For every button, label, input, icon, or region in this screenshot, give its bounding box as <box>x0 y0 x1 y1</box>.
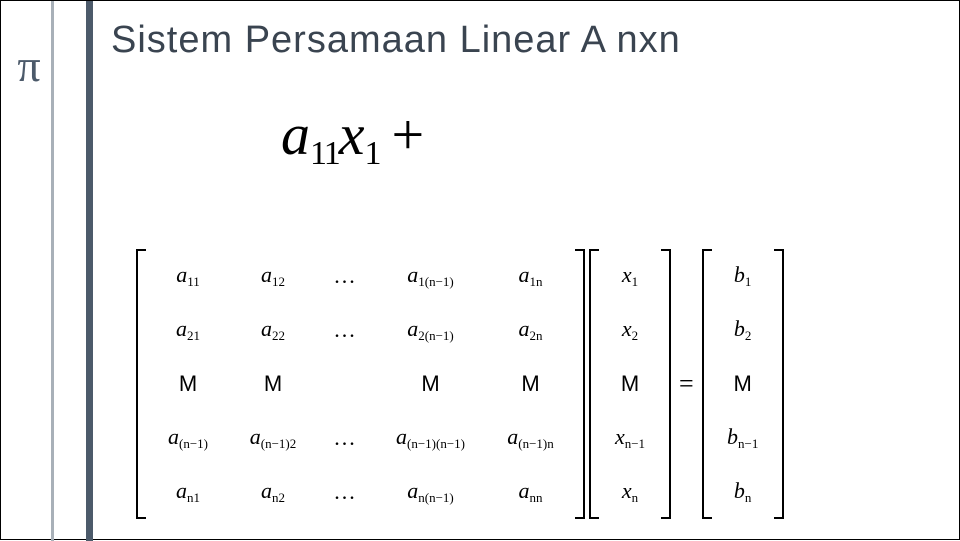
matrix-A: a11 a12 ... a1(n−1) a1n a21 a22 ... a2(n… <box>148 249 573 519</box>
b2-a: b <box>734 316 745 341</box>
b1-a: b <box>734 262 745 287</box>
A-1n-a: a <box>519 262 530 287</box>
A-n1n-a: a <box>507 424 518 449</box>
A-1-dots: ... <box>318 263 373 289</box>
vector-b: b1 b2 M bn−1 bn <box>714 249 772 519</box>
A-2n-a: a <box>519 316 530 341</box>
b2-s: 2 <box>745 328 752 343</box>
xn1-a: x <box>615 424 625 449</box>
A-n1-dots: ... <box>318 425 373 451</box>
A-nn2-a: a <box>261 478 272 503</box>
A-M4: M <box>488 371 573 397</box>
eq-x: x <box>339 102 365 167</box>
A-nn1b-a: a <box>407 478 418 503</box>
A-2n1-a: a <box>407 316 418 341</box>
A-M3: M <box>373 371 488 397</box>
A-n11-s: (n−1) <box>179 436 208 451</box>
xn1-s: n−1 <box>625 436 645 451</box>
A-22-s: 22 <box>272 328 285 343</box>
x1-a: x <box>622 262 632 287</box>
A-1n1-a: a <box>407 262 418 287</box>
A-21-s: 21 <box>187 328 200 343</box>
x-M: M <box>601 371 659 397</box>
xn-a: x <box>622 478 632 503</box>
A-M1: M <box>148 371 228 397</box>
equals-sign: = <box>679 369 694 399</box>
slide-title: Sistem Persamaan Linear A nxn <box>111 19 681 62</box>
A-nn1-s: n1 <box>187 490 200 505</box>
A-n12-a: a <box>250 424 261 449</box>
A-22-a: a <box>261 316 272 341</box>
A-nn1b-s: n(n−1) <box>418 490 454 505</box>
xn-s: n <box>632 490 639 505</box>
A-n1n1-a: a <box>396 424 407 449</box>
eq-a-sub: 11 <box>310 135 339 172</box>
A-M2: M <box>228 371 318 397</box>
A-1n1-s: 1(n−1) <box>418 274 454 289</box>
bn1-a: b <box>727 424 738 449</box>
equation-fragment: a11x1 + <box>281 101 424 173</box>
A-nn1-a: a <box>176 478 187 503</box>
matrix-A-left-bracket <box>136 249 146 519</box>
A-n-dots: ... <box>318 479 373 505</box>
A-n1n-s: (n−1)n <box>518 436 554 451</box>
A-n12-s: (n−1)2 <box>261 436 297 451</box>
A-nn-s: nn <box>530 490 543 505</box>
sidebar: π <box>1 1 93 541</box>
A-12-a: a <box>261 262 272 287</box>
matrix-A-right-bracket <box>575 249 585 519</box>
bn1-s: n−1 <box>738 436 758 451</box>
x2-a: x <box>622 316 632 341</box>
A-11-a: a <box>176 262 187 287</box>
eq-a: a <box>281 102 310 167</box>
A-2n-s: 2n <box>530 328 543 343</box>
A-21-a: a <box>176 316 187 341</box>
vector-x-left-bracket <box>589 249 599 519</box>
bn-a: b <box>734 478 745 503</box>
x2-s: 2 <box>632 328 639 343</box>
sidebar-divider-inner <box>51 1 54 541</box>
vector-b-left-bracket <box>702 249 712 519</box>
bn-s: n <box>745 490 752 505</box>
A-12-s: 12 <box>272 274 285 289</box>
matrix-equation: a11 a12 ... a1(n−1) a1n a21 a22 ... a2(n… <box>136 249 946 519</box>
eq-x-sub: 1 <box>365 135 380 172</box>
A-n1n1-s: (n−1)(n−1) <box>407 436 465 451</box>
A-2-dots: ... <box>318 317 373 343</box>
A-nn2-s: n2 <box>272 490 285 505</box>
b-M: M <box>714 371 772 397</box>
A-11-s: 11 <box>187 274 200 289</box>
b1-s: 1 <box>745 274 752 289</box>
A-1n-s: 1n <box>530 274 543 289</box>
vector-x: x1 x2 M xn−1 xn <box>601 249 659 519</box>
A-nn-a: a <box>519 478 530 503</box>
vector-x-right-bracket <box>661 249 671 519</box>
A-2n1-s: 2(n−1) <box>418 328 454 343</box>
vector-b-right-bracket <box>774 249 784 519</box>
pi-icon: π <box>9 43 49 91</box>
sidebar-divider-outer <box>86 1 93 541</box>
A-n11-a: a <box>168 424 179 449</box>
x1-s: 1 <box>632 274 639 289</box>
eq-plus: + <box>392 102 425 167</box>
